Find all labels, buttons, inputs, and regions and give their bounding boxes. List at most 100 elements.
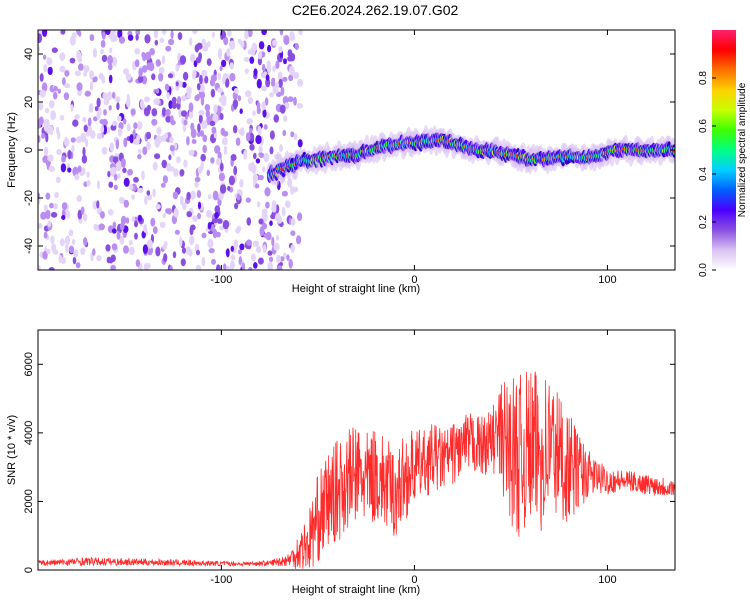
noise-speckle — [58, 255, 63, 263]
noise-speckle — [133, 138, 140, 146]
noise-speckle — [111, 91, 116, 99]
noise-speckle — [287, 49, 293, 58]
noise-speckle — [109, 47, 113, 54]
noise-speckle — [290, 218, 296, 226]
noise-speckle — [273, 114, 279, 123]
noise-speckle — [179, 169, 185, 177]
noise-speckle — [183, 159, 188, 168]
noise-speckle — [257, 174, 264, 181]
noise-speckle — [64, 235, 71, 245]
noise-speckle — [165, 108, 171, 117]
noise-speckle — [216, 218, 223, 224]
noise-speckle — [150, 217, 156, 227]
noise-speckle — [262, 108, 267, 118]
noise-speckle — [199, 130, 205, 137]
noise-speckle — [220, 127, 226, 136]
noise-speckle — [290, 230, 296, 236]
noise-speckle — [293, 133, 298, 141]
noise-speckle — [38, 223, 43, 229]
noise-speckle — [38, 192, 41, 199]
noise-speckle — [258, 41, 265, 50]
noise-speckle — [205, 109, 210, 118]
noise-speckle — [263, 233, 268, 239]
noise-speckle — [212, 190, 219, 201]
noise-speckle — [108, 74, 113, 84]
noise-speckle — [155, 203, 161, 210]
noise-speckle — [196, 83, 201, 91]
colorbar-tick-label: 0.4 — [698, 167, 709, 181]
noise-speckle — [45, 192, 51, 200]
snr-marks — [38, 371, 675, 569]
colorbar-tick-label: 0.0 — [698, 263, 709, 277]
noise-speckle — [126, 123, 131, 132]
noise-speckle — [265, 78, 271, 88]
noise-speckle — [288, 65, 295, 76]
noise-speckle — [281, 206, 286, 217]
noise-speckle — [252, 240, 260, 247]
noise-speckle — [257, 125, 262, 136]
noise-speckle — [246, 239, 252, 246]
noise-speckle — [250, 253, 256, 262]
noise-speckle — [83, 124, 88, 133]
noise-speckle — [148, 62, 155, 72]
noise-speckle — [246, 217, 252, 226]
noise-speckle — [45, 209, 51, 220]
noise-speckle — [151, 73, 156, 81]
noise-speckle — [77, 209, 83, 220]
noise-speckle — [249, 143, 255, 151]
noise-speckle — [192, 69, 197, 78]
noise-speckle — [40, 211, 47, 220]
noise-speckle — [212, 113, 219, 124]
noise-speckle — [196, 190, 202, 199]
noise-speckle — [110, 35, 117, 43]
noise-speckle — [235, 137, 241, 146]
noise-speckle — [52, 91, 58, 100]
noise-speckle — [297, 78, 304, 87]
noise-speckle — [204, 104, 211, 112]
noise-speckle — [290, 131, 295, 138]
noise-speckle — [186, 211, 192, 218]
noise-speckle — [68, 229, 74, 237]
noise-speckle — [73, 249, 79, 258]
noise-speckle — [47, 66, 53, 76]
noise-speckle — [263, 152, 269, 163]
snr-ylabel: SNR (10 * v/v) — [6, 415, 18, 485]
noise-speckle — [241, 262, 246, 270]
noise-speckle — [206, 115, 211, 126]
noise-speckle — [55, 126, 60, 135]
noise-speckle — [116, 102, 120, 111]
noise-speckle — [69, 35, 76, 46]
noise-speckle — [219, 162, 224, 172]
noise-speckle — [41, 82, 48, 92]
noise-speckle — [276, 254, 282, 264]
noise-speckle — [146, 239, 153, 249]
noise-speckle — [237, 38, 242, 44]
noise-speckle — [115, 161, 122, 172]
noise-speckle — [264, 187, 271, 197]
noise-speckle — [278, 46, 283, 53]
noise-speckle — [261, 101, 266, 111]
noise-speckle — [77, 63, 84, 71]
noise-speckle — [189, 225, 194, 236]
noise-speckle — [233, 239, 238, 250]
noise-speckle — [147, 262, 151, 269]
noise-speckle — [179, 195, 184, 206]
noise-speckle — [221, 59, 227, 68]
noise-speckle — [180, 110, 188, 117]
noise-speckle — [137, 214, 143, 222]
noise-speckle — [200, 153, 206, 162]
noise-speckle — [103, 109, 107, 116]
noise-speckle — [287, 177, 293, 188]
noise-speckle — [64, 83, 71, 89]
noise-speckle — [42, 54, 47, 60]
spectrogram-panel: -100 0 100 -40 -20 0 20 40 Height of straight l… — [6, 29, 676, 295]
noise-speckle — [253, 262, 258, 269]
noise-speckle — [80, 247, 86, 256]
noise-speckle — [98, 72, 104, 80]
noise-speckle — [261, 166, 266, 173]
noise-speckle — [176, 96, 182, 105]
noise-speckle — [134, 48, 141, 55]
noise-speckle — [96, 255, 102, 262]
noise-speckle — [117, 173, 121, 180]
noise-speckle — [237, 249, 242, 255]
